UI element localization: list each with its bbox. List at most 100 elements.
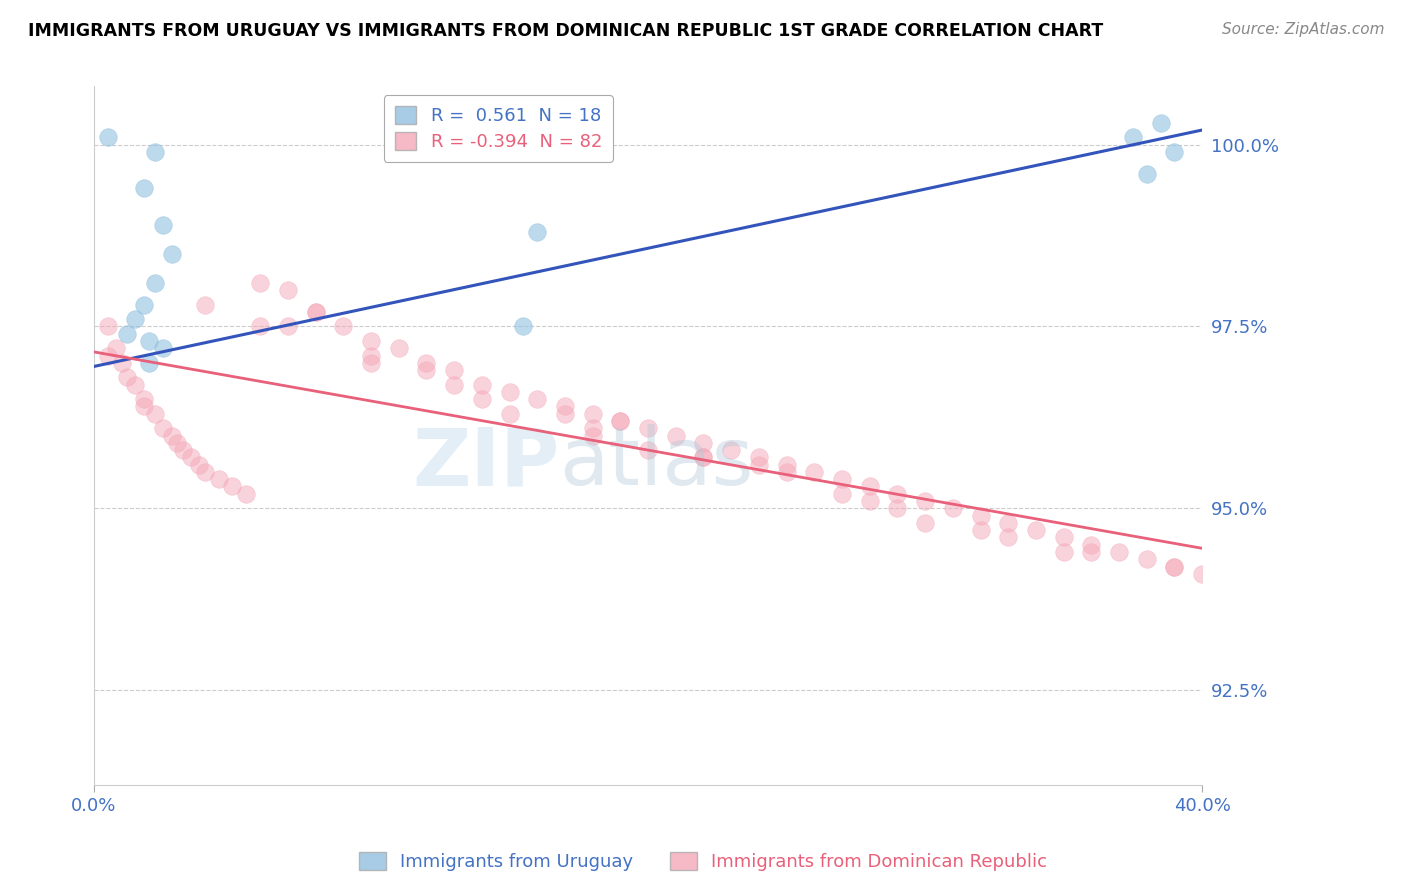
Point — [637, 421, 659, 435]
Point — [111, 356, 134, 370]
Point — [1080, 538, 1102, 552]
Point — [443, 363, 465, 377]
Point — [803, 465, 825, 479]
Legend: Immigrants from Uruguay, Immigrants from Dominican Republic: Immigrants from Uruguay, Immigrants from… — [352, 846, 1054, 879]
Point — [886, 487, 908, 501]
Point — [105, 341, 128, 355]
Point — [97, 319, 120, 334]
Point — [997, 516, 1019, 530]
Legend: R =  0.561  N = 18, R = -0.394  N = 82: R = 0.561 N = 18, R = -0.394 N = 82 — [384, 95, 613, 161]
Point — [277, 319, 299, 334]
Point — [1053, 545, 1076, 559]
Point — [138, 334, 160, 348]
Point — [160, 246, 183, 260]
Point — [554, 407, 576, 421]
Text: IMMIGRANTS FROM URUGUAY VS IMMIGRANTS FROM DOMINICAN REPUBLIC 1ST GRADE CORRELAT: IMMIGRANTS FROM URUGUAY VS IMMIGRANTS FR… — [28, 22, 1104, 40]
Point — [1025, 523, 1047, 537]
Point — [277, 283, 299, 297]
Point — [775, 458, 797, 472]
Point — [143, 276, 166, 290]
Point — [132, 297, 155, 311]
Point — [132, 181, 155, 195]
Point — [132, 400, 155, 414]
Point — [1163, 559, 1185, 574]
Text: atlas: atlas — [560, 425, 754, 502]
Point — [775, 465, 797, 479]
Point — [152, 218, 174, 232]
Point — [831, 472, 853, 486]
Point — [152, 341, 174, 355]
Point — [360, 349, 382, 363]
Point — [1136, 552, 1159, 566]
Point — [498, 407, 520, 421]
Point — [304, 305, 326, 319]
Point — [692, 450, 714, 465]
Point — [942, 501, 965, 516]
Point — [637, 443, 659, 458]
Point — [415, 356, 437, 370]
Point — [180, 450, 202, 465]
Point — [332, 319, 354, 334]
Point — [720, 443, 742, 458]
Point — [582, 421, 605, 435]
Point — [1122, 130, 1144, 145]
Point — [194, 465, 217, 479]
Point — [471, 392, 494, 407]
Point — [207, 472, 229, 486]
Point — [1149, 116, 1171, 130]
Point — [194, 297, 217, 311]
Point — [221, 479, 243, 493]
Point — [388, 341, 411, 355]
Point — [249, 319, 271, 334]
Point — [97, 130, 120, 145]
Point — [1108, 545, 1130, 559]
Point — [665, 428, 688, 442]
Point — [97, 349, 120, 363]
Point — [249, 276, 271, 290]
Point — [997, 530, 1019, 544]
Text: ZIP: ZIP — [412, 425, 560, 502]
Point — [1191, 566, 1213, 581]
Point — [554, 400, 576, 414]
Point — [1053, 530, 1076, 544]
Point — [859, 494, 882, 508]
Point — [138, 356, 160, 370]
Point — [188, 458, 211, 472]
Point — [304, 305, 326, 319]
Point — [526, 392, 548, 407]
Point — [692, 450, 714, 465]
Point — [692, 435, 714, 450]
Text: Source: ZipAtlas.com: Source: ZipAtlas.com — [1222, 22, 1385, 37]
Point — [1080, 545, 1102, 559]
Point — [1163, 145, 1185, 159]
Point — [831, 487, 853, 501]
Point — [859, 479, 882, 493]
Point — [143, 407, 166, 421]
Point — [748, 450, 770, 465]
Point — [512, 319, 534, 334]
Point — [526, 225, 548, 239]
Point — [914, 516, 936, 530]
Point — [1163, 559, 1185, 574]
Point — [172, 443, 194, 458]
Y-axis label: 1st Grade: 1st Grade — [0, 394, 8, 476]
Point — [969, 523, 991, 537]
Point — [115, 326, 138, 341]
Point — [582, 428, 605, 442]
Point — [582, 407, 605, 421]
Point — [152, 421, 174, 435]
Point — [748, 458, 770, 472]
Point — [969, 508, 991, 523]
Point — [609, 414, 631, 428]
Point — [415, 363, 437, 377]
Point — [886, 501, 908, 516]
Point — [115, 370, 138, 384]
Point — [443, 377, 465, 392]
Point — [160, 428, 183, 442]
Point — [143, 145, 166, 159]
Point — [235, 487, 257, 501]
Point — [132, 392, 155, 407]
Point — [360, 334, 382, 348]
Point — [360, 356, 382, 370]
Point — [166, 435, 188, 450]
